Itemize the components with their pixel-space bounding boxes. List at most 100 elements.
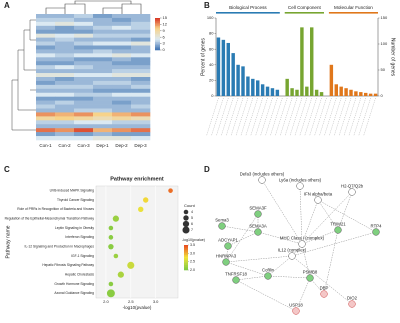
network-node: [306, 274, 314, 282]
heatmap-cell: [131, 14, 151, 19]
y-tick-label: Leptin Signaling in Obesity: [55, 226, 94, 230]
heatmap-cell: [36, 45, 56, 50]
x-label-placeholder: [245, 97, 258, 137]
y2-tick-label: 0: [381, 93, 384, 98]
y2-axis-title: Number of genes: [390, 38, 396, 77]
bar: [226, 42, 230, 96]
bar: [329, 64, 334, 96]
heatmap-cell: [93, 132, 113, 137]
heatmap-cell: [131, 65, 151, 70]
heatmap-cell: [36, 96, 56, 101]
y-tick-label: 0: [211, 93, 214, 98]
bar: [270, 88, 275, 96]
colorbar-segment: [184, 251, 188, 254]
x-label-placeholder: [255, 97, 268, 137]
bar: [314, 89, 319, 96]
colorbar-segment: [184, 268, 188, 271]
heatmap-cell: [93, 21, 113, 27]
heatmap-cell: [112, 96, 132, 101]
bar: [231, 53, 235, 96]
heatmap-cell: [131, 120, 151, 125]
panel-label: A: [4, 1, 10, 10]
heatmap-cell: [112, 80, 132, 86]
y-tick-label: IL-12 Signaling and Production in Macrop…: [25, 245, 95, 249]
heatmap-cell: [74, 108, 94, 113]
heatmap-cell: [36, 57, 56, 62]
colorbar-segment: [155, 43, 160, 46]
y2-tick-label: 100: [381, 41, 388, 46]
heatmap-cell: [93, 104, 113, 109]
colorbar-segment: [155, 26, 160, 28]
x-tick-label: 2.5: [128, 299, 134, 304]
group-title: Molecular Function: [334, 5, 373, 10]
heatmap-cell: [55, 53, 75, 58]
node-label: IL12 (complex): [278, 248, 307, 253]
heatmap-cell: [112, 25, 132, 31]
row-dendrogram: [11, 19, 36, 131]
heatmap-cell: [131, 100, 151, 105]
node-label: H2-Q7/Q2b: [341, 184, 364, 189]
bubble: [142, 197, 149, 203]
bubble: [108, 235, 114, 240]
node-label: Defa3 (includes others): [240, 172, 285, 177]
heatmap-cell: [131, 132, 151, 137]
heatmap-cell: [55, 112, 75, 117]
size-legend-key: [183, 209, 189, 215]
network-node: [232, 276, 240, 284]
heatmap-cell: [112, 37, 132, 42]
x-label-placeholder: [235, 97, 249, 137]
network-node: [254, 210, 262, 218]
bar: [319, 92, 324, 96]
network-node: [348, 300, 356, 308]
column-label: Dep-3: [134, 143, 147, 148]
heatmap-cell: [55, 100, 75, 105]
network-edge: [317, 199, 339, 231]
x-label-placeholder: [338, 97, 352, 137]
heatmap-cell: [55, 108, 75, 113]
group-title: Cell Component: [288, 5, 322, 10]
bar: [265, 86, 270, 96]
heatmap-cell: [55, 61, 75, 66]
colorbar-tick-label: 3: [163, 41, 166, 46]
heatmap-cell: [93, 25, 113, 31]
x-label-placeholder: [343, 97, 357, 137]
heatmap-cell: [36, 100, 56, 105]
heatmap-cell: [93, 69, 113, 74]
network-edge: [221, 225, 259, 233]
heatmap-cell: [93, 65, 113, 70]
bar: [246, 76, 250, 96]
heatmap-cell: [74, 33, 94, 38]
bubble: [108, 281, 114, 287]
x-label-placeholder: [358, 97, 371, 137]
heatmap-cell: [112, 65, 132, 70]
heatmap-cell: [93, 14, 113, 19]
heatmap-cell: [55, 96, 75, 101]
bar: [285, 78, 289, 96]
heatmap-cell: [74, 69, 94, 74]
heatmap-cell: [74, 120, 94, 125]
heatmap-cell: [131, 37, 151, 42]
heatmap-cell: [36, 88, 56, 94]
heatmap-cell: [74, 132, 94, 137]
colorbar-segment: [155, 30, 160, 33]
network-node: [334, 226, 342, 234]
x-label-placeholder: [275, 97, 288, 137]
x-tick-label: 2.0: [103, 299, 109, 304]
heatmap-cell: [36, 53, 56, 58]
heatmap-cell: [112, 108, 132, 113]
heatmap-cell: [55, 136, 75, 141]
x-label-placeholder: [363, 97, 376, 137]
bar: [364, 92, 368, 96]
heatmap-cell: [74, 21, 94, 27]
heatmap-cell: [93, 80, 113, 86]
heatmap-cell: [36, 25, 56, 31]
heatmap-cell: [93, 33, 113, 38]
heatmap-cell: [112, 112, 132, 117]
heatmap-cell: [36, 61, 56, 66]
node-label: TRIM21: [330, 222, 346, 227]
heatmap-cell: [112, 33, 132, 38]
heatmap-cell: [74, 136, 94, 141]
x-label-placeholder: [260, 97, 273, 137]
heatmap-cell: [74, 96, 94, 101]
heatmap-cell: [74, 77, 94, 82]
